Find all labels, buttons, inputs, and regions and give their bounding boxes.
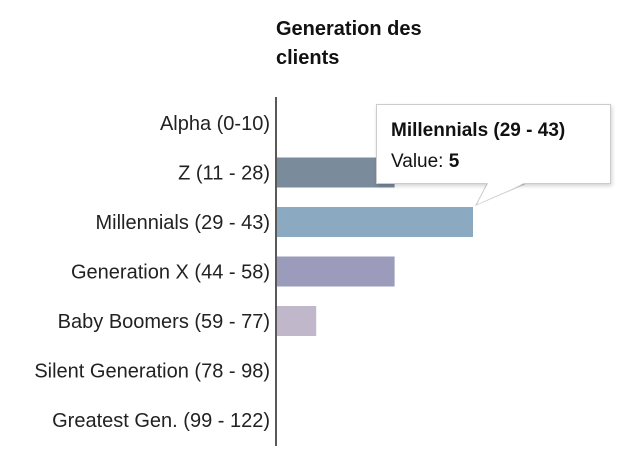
tooltip: Millennials (29 - 43) Value: 5 [376,104,611,184]
bar[interactable] [277,306,317,336]
category-label: Millennials (29 - 43) [95,212,270,234]
category-label: Greatest Gen. (99 - 122) [52,410,270,432]
tooltip-pointer [474,183,526,207]
category-labels: Alpha (0-10) Z (11 - 28) Millennials (29 -… [34,113,270,432]
tooltip-value-number: 5 [448,151,460,172]
category-label: Generation X (44 - 58) [71,262,270,284]
category-label: Alpha (0-10) [160,113,270,135]
category-label: Baby Boomers (59 - 77) [58,311,270,333]
category-label: Z (11 - 28) [178,163,270,185]
tooltip-value-label: Value: [391,151,444,172]
category-label: Silent Generation (78 - 98) [34,361,270,383]
chart-title: Generation des clients [276,18,422,69]
bar[interactable] [277,157,395,188]
tooltip-value: Value: 5 [391,151,459,173]
tooltip-title: Millennials (29 - 43) [391,120,566,141]
bar[interactable] [277,256,395,287]
bars [277,157,473,336]
bar[interactable] [277,207,473,237]
